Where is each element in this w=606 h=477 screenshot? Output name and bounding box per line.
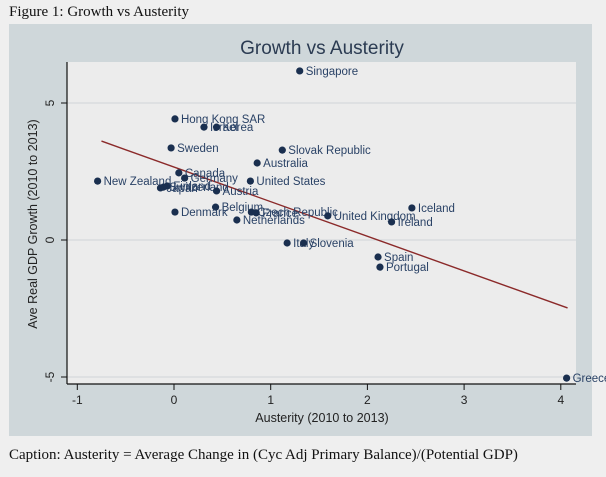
point-marker [156,184,165,192]
data-point: Denmark [171,207,228,219]
data-point: New Zealand [94,176,171,188]
point-label: Iceland [418,203,455,215]
y-tick-label: 0 [43,236,57,243]
data-point: Austria [212,186,259,198]
data-point: Australia [253,158,309,170]
data-point: Sweden [167,143,219,155]
data-point: France [252,208,298,220]
data-point: Slovak Republic [278,145,371,157]
point-label: Germany [191,173,239,185]
y-axis-label: Ave Real GDP Growth (2010 to 2013) [26,119,40,328]
point-marker [171,208,179,216]
point-marker [374,253,382,261]
data-point: United Kingdom [324,211,416,223]
data-point: Germany [181,173,238,185]
data-point: Singapore [296,66,358,78]
point-label: Czech Republic [257,207,338,219]
figure-caption: Caption: Austerity = Average Change in (… [9,447,518,463]
point-marker [175,169,183,177]
point-marker [408,204,416,212]
point-marker [171,115,179,123]
data-point: Spain [374,252,413,264]
point-label: Ireland [398,217,433,229]
point-label: Singapore [306,66,358,78]
data-point: Portugal [376,262,429,274]
figure-title: Figure 1: Growth vs Austerity [9,4,189,20]
x-tick-label: -1 [72,393,83,407]
point-marker [324,212,332,220]
y-tick-label: -5 [43,371,57,382]
point-marker [181,174,189,182]
point-marker [233,216,241,224]
data-point: Iceland [408,203,455,215]
point-marker [212,187,221,195]
point-marker [211,203,220,211]
point-label: Portugal [386,262,429,274]
x-tick-label: 2 [364,393,371,407]
point-label: Sweden [177,143,219,155]
x-axis-label: Austerity (2010 to 2013) [255,411,388,425]
point-label: Hong Kong SAR [181,114,265,126]
point-marker [278,146,286,154]
x-tick-label: 1 [267,393,274,407]
point-marker [246,177,254,185]
point-marker [376,263,384,271]
point-label: Canada [185,168,226,180]
point-label: Japan [166,183,197,195]
data-point: Greece [563,373,606,385]
data-point: Netherlands [233,215,305,227]
data-point: Ireland [387,217,433,229]
data-point: Canada [175,168,226,180]
point-label: Australia [263,158,308,170]
point-label: Finland [173,181,211,193]
point-label: Slovak Republic [288,145,371,157]
point-label: New Zealand [104,176,172,188]
point-marker [94,177,102,185]
point-label: Spain [384,252,413,264]
point-label: Austria [223,186,259,198]
point-label: France [262,208,298,220]
point-marker [283,239,291,247]
point-label: Greece [573,373,606,385]
point-label: Korea [223,122,254,134]
point-label: United Kingdom [334,211,416,223]
chart-title: Growth vs Austerity [240,38,404,59]
data-point: Japan [156,183,198,195]
point-label: Netherlands [243,215,305,227]
trend-line [101,140,568,309]
point-marker [212,123,221,131]
point-marker [200,123,208,131]
point-marker [299,239,308,247]
y-tick-label: 5 [43,99,57,106]
point-marker [253,159,261,167]
point-marker [252,209,260,217]
data-point: Hong Kong SAR [171,114,265,126]
point-marker [296,67,304,75]
point-marker [563,374,571,382]
data-point: United States [246,176,326,188]
point-label: United States [256,176,325,188]
x-tick-label: 0 [171,393,178,407]
point-label: Slovenia [310,238,355,250]
point-marker [167,144,175,152]
x-tick-label: 3 [461,393,468,407]
point-label: Denmark [181,207,228,219]
data-point: Korea [212,122,254,134]
data-point: Slovenia [299,238,355,250]
point-marker [387,218,396,226]
x-tick-label: 4 [557,393,564,407]
plot-area [67,62,576,384]
